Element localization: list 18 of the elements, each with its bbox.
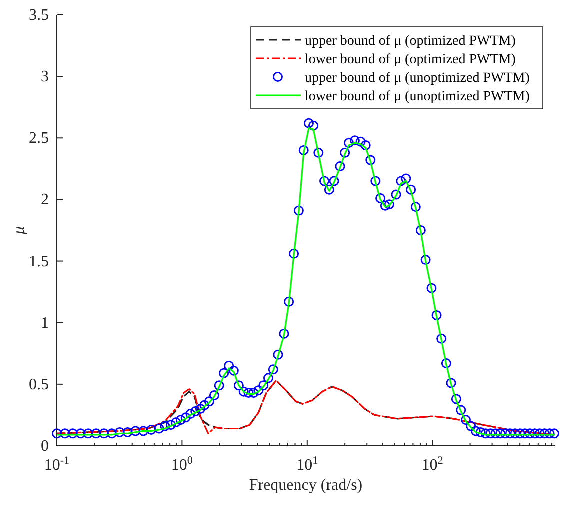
x-axis-title: Frequency (rad/s) xyxy=(249,477,363,494)
y-tick-label: 3 xyxy=(41,68,49,86)
x-tick-label: 10$^{0}$ xyxy=(171,455,194,474)
legend-label: lower bound of μ (unoptimized PWTM) xyxy=(305,90,530,104)
x-tick-label: 10$^{1}$ xyxy=(296,455,318,474)
y-tick-label: 3.5 xyxy=(29,7,49,24)
y-tick-label: 1 xyxy=(41,314,49,332)
y-tick-label: 1.5 xyxy=(29,253,49,270)
y-axis-title: μ xyxy=(11,226,28,236)
x-tick-label: 10$^{2}$ xyxy=(422,455,444,474)
y-tick-label: 2 xyxy=(41,192,49,209)
legend-label: upper bound of μ (unoptimized PWTM) xyxy=(305,71,530,86)
y-tick-label: 0 xyxy=(41,438,49,455)
y-tick-label: 0.5 xyxy=(29,376,49,394)
legend-label: lower bound of μ (optimized PWTM) xyxy=(305,52,516,68)
legend-label: upper bound of μ (optimized PWTM) xyxy=(305,34,516,49)
y-tick-label: 2.5 xyxy=(29,130,49,148)
x-tick-label: 10$^{-1}$ xyxy=(44,455,70,474)
